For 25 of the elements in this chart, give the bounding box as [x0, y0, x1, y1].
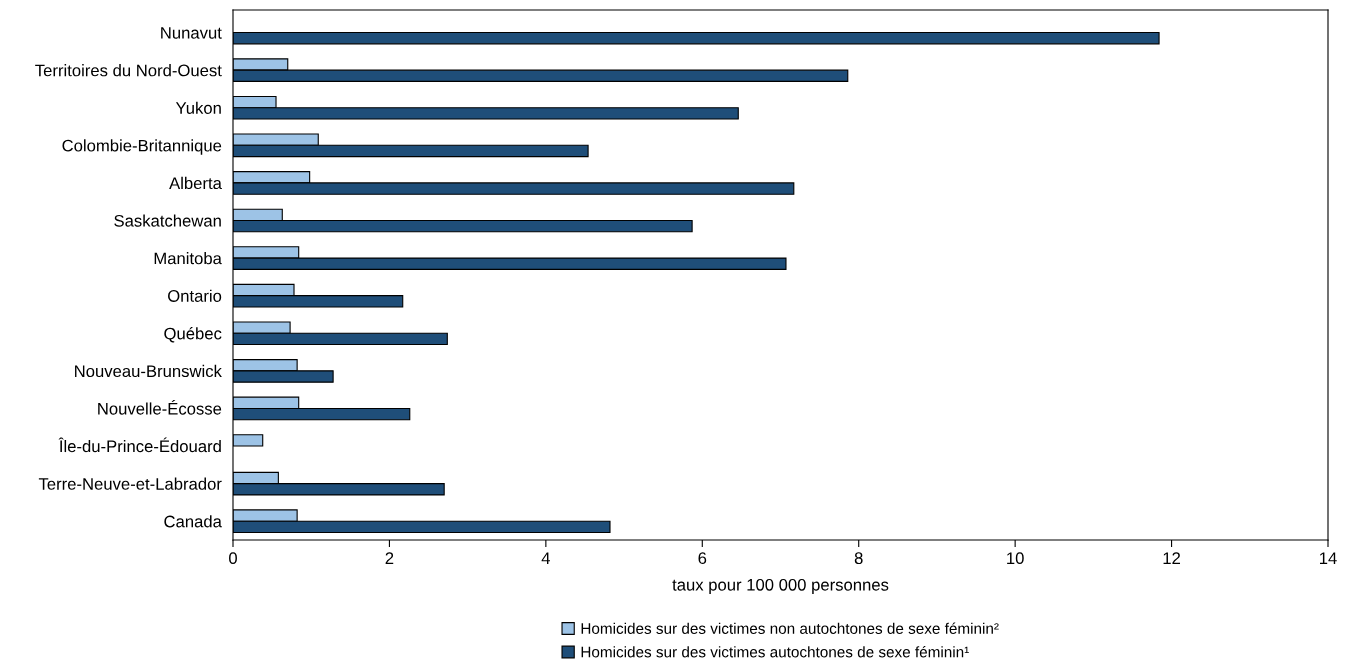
y-tick-label: Nouvelle-Écosse [98, 400, 222, 415]
x-axis-title: taux pour 100 000 personnes [672, 578, 889, 594]
x-tick-label: 0 [229, 552, 237, 565]
x-tick-label: 6 [698, 552, 707, 565]
y-tick-label: Nunavut [161, 27, 222, 39]
x-tick-label: 12 [1163, 552, 1180, 564]
y-tick-label: Île-du-Prince-Édouard [58, 437, 221, 453]
x-tick-label: 10 [1007, 552, 1024, 565]
y-tick-label: Territoires du Nord-Ouest [35, 64, 222, 77]
y-tick-label: Alberta [169, 176, 222, 190]
x-tick-label: 2 [385, 552, 394, 564]
y-tick-label: Manitoba [154, 252, 222, 265]
y-tick-label: Colombie-Britannique [62, 139, 222, 155]
y-tick-label: Yukon [175, 101, 221, 114]
y-tick-label: Québec [164, 327, 222, 343]
y-tick-label: Nouveau-Brunswick [75, 364, 222, 378]
legend-label: Homicides sur des victimes autochtones de sexe féminin¹ [581, 646, 969, 658]
x-tick-label: 14 [1320, 552, 1337, 564]
y-tick-label: Ontario [168, 289, 222, 302]
y-tick-label: Saskatchewan [114, 214, 221, 227]
legend-label: Homicides sur des victimes non autochtones de sexe féminin² [581, 622, 999, 634]
y-tick-label: Terre-Neuve-et-Labrador [38, 477, 222, 490]
x-tick-label: 8 [854, 552, 863, 565]
y-tick-label: Canada [164, 515, 222, 528]
x-tick-label: 4 [541, 552, 550, 564]
